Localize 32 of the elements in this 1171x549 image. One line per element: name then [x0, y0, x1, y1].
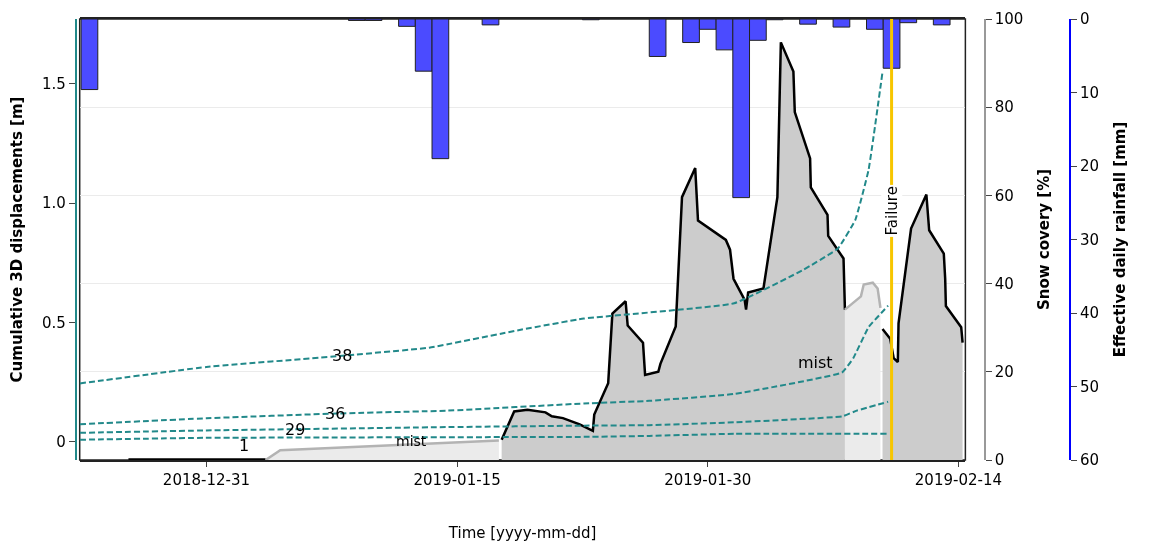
y2-tick-label: 0 — [994, 451, 1005, 470]
series-label: 1 — [239, 436, 250, 455]
ref-line-label: Failure — [882, 186, 901, 236]
y-tick-label: 0 — [56, 432, 66, 451]
y2-tick-label: 80 — [994, 98, 1014, 117]
y3-tick-label: 30 — [1079, 230, 1100, 249]
y2-tick-label: 40 — [994, 274, 1014, 293]
y3-tick-label: 40 — [1079, 304, 1100, 323]
y2-tick-label: 20 — [994, 363, 1014, 382]
x-tick-label: 2018-12-31 — [162, 470, 251, 489]
line-series — [79, 400, 890, 434]
series-label: 29 — [285, 420, 306, 439]
x-tick-label: 2019-01-15 — [413, 470, 501, 489]
y-tick-label: 0.5 — [41, 313, 66, 332]
annotation: mist — [798, 353, 833, 372]
y3-tick-label: 0 — [1079, 10, 1090, 29]
y2-tick-label: 60 — [994, 186, 1014, 205]
y3-tick-label: 20 — [1079, 157, 1100, 176]
x-tick-label: 2019-02-14 — [914, 470, 1003, 489]
y3-tick-label: 50 — [1079, 377, 1100, 396]
series-label: 36 — [325, 404, 346, 423]
x-tick-label: 2019-01-30 — [664, 470, 752, 489]
y-tick-label: 1.0 — [41, 194, 66, 213]
x-axis-title: Time [yyyy-mm-dd] — [447, 524, 597, 543]
y2-axis-title: Snow covery [%] — [1034, 168, 1053, 311]
y3-tick-label: 60 — [1079, 451, 1100, 470]
y2-tick-label: 100 — [994, 10, 1024, 29]
y-tick-label: 1.5 — [41, 75, 66, 94]
y3-tick-label: 10 — [1079, 83, 1100, 102]
y3-axis-title: Effective daily rainfall [mm] — [1110, 121, 1129, 358]
annotation: mist — [396, 433, 427, 449]
y-axis-title: Cumulative 3D displacements [m] — [7, 96, 26, 383]
